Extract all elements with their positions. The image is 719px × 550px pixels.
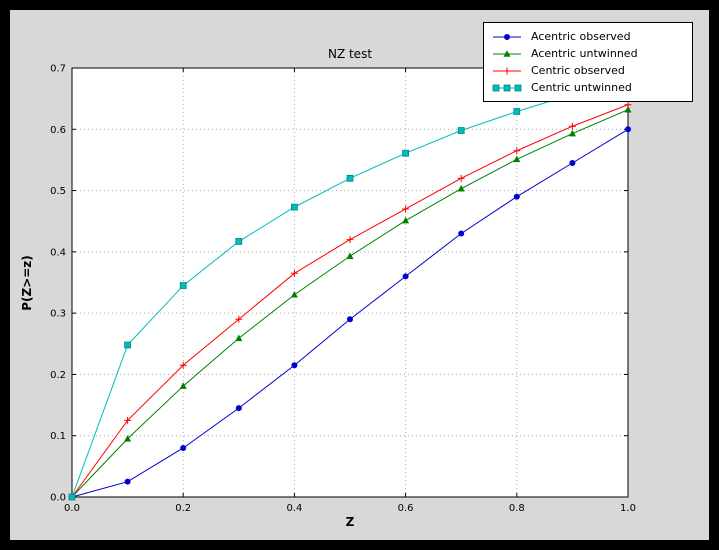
marker-plus <box>124 416 132 424</box>
marker-plus <box>402 205 410 213</box>
marker-circle <box>504 33 510 40</box>
marker-circle <box>569 159 576 166</box>
y-tick-label: 0.7 <box>50 64 66 75</box>
nz-test-chart: 0.0 0.2 0.4 0.6 0.8 1.0 0.0 0.1 0.2 0.3 0.4 0.5 0.6 0… <box>50 64 636 515</box>
y-axis-label: P(Z>=z) <box>20 255 34 311</box>
marker-plus <box>346 236 354 244</box>
legend: Acentric observed Acentric untwinned Cen… <box>483 22 693 102</box>
plot-area <box>71 67 629 498</box>
marker-triangle <box>402 216 410 224</box>
legend-sample-centric-untwinned <box>492 84 522 91</box>
marker-triangle <box>503 49 511 57</box>
legend-item: Centric untwinned <box>491 79 685 96</box>
marker-square <box>492 84 500 91</box>
marker-circle <box>180 444 187 451</box>
legend-item: Centric observed <box>491 62 685 79</box>
x-tick-label: 0.4 <box>286 503 302 514</box>
legend-item: Acentric observed <box>491 28 685 45</box>
marker-triangle <box>457 184 465 192</box>
marker-square <box>503 84 511 91</box>
x-tick-label: 0.6 <box>398 503 414 514</box>
marker-circle <box>458 230 465 237</box>
marker-triangle <box>290 290 298 298</box>
marker-square <box>402 149 409 157</box>
y-tick-label: 0.4 <box>50 247 66 258</box>
marker-triangle <box>235 334 243 342</box>
y-tick-label: 0.6 <box>50 125 66 136</box>
marker-square <box>291 203 298 211</box>
marker-triangle <box>179 382 187 389</box>
legend-label: Acentric untwinned <box>531 47 638 60</box>
figure-canvas: 0.0 0.2 0.4 0.6 0.8 1.0 0.0 0.1 0.2 0.3 0.4 0.5 0.6 0… <box>10 10 709 540</box>
marker-square <box>235 238 243 245</box>
marker-plus <box>457 174 465 182</box>
legend-item: Acentric untwinned <box>491 45 685 62</box>
marker-triangle <box>513 155 521 163</box>
marker-square <box>346 174 354 182</box>
marker-square <box>457 127 465 134</box>
marker-plus <box>513 147 521 155</box>
marker-triangle <box>124 434 132 442</box>
marker-triangle <box>624 105 632 113</box>
y-tick-label: 0.2 <box>50 370 66 381</box>
legend-sample-acentric-observed <box>493 33 521 40</box>
marker-triangle <box>346 252 354 259</box>
legend-sample-centric-observed <box>493 67 521 74</box>
legend-sample-acentric-untwinned <box>493 49 521 57</box>
chart-title: NZ test <box>327 47 373 61</box>
marker-plus <box>290 269 298 277</box>
marker-plus <box>235 315 243 323</box>
marker-triangle <box>568 129 576 137</box>
x-tick-label: 0.0 <box>64 503 80 514</box>
marker-circle <box>402 273 409 280</box>
y-tick-label: 0.3 <box>50 309 66 320</box>
marker-plus <box>624 101 632 109</box>
marker-plus <box>503 67 511 74</box>
marker-square <box>179 282 187 289</box>
legend-label: Centric untwinned <box>531 81 632 94</box>
marker-square <box>513 108 521 115</box>
marker-circle <box>235 405 242 412</box>
marker-circle <box>291 362 298 369</box>
marker-circle <box>347 316 353 323</box>
marker-plus <box>179 361 187 369</box>
marker-circle <box>124 478 131 485</box>
legend-label: Acentric observed <box>531 30 631 43</box>
marker-square <box>124 341 131 349</box>
marker-square <box>68 493 76 501</box>
marker-circle <box>513 193 520 200</box>
legend-label: Centric observed <box>531 64 625 77</box>
x-tick-label: 1.0 <box>620 503 636 514</box>
marker-circle <box>625 126 631 133</box>
y-tick-label: 0.5 <box>50 186 66 197</box>
x-tick-label: 0.2 <box>175 503 191 514</box>
marker-square <box>514 84 522 91</box>
marker-plus <box>568 122 576 130</box>
y-tick-label: 0.0 <box>50 493 66 504</box>
x-axis-label: Z <box>345 515 355 529</box>
x-tick-label: 0.8 <box>509 503 525 514</box>
y-tick-label: 0.1 <box>50 431 66 442</box>
